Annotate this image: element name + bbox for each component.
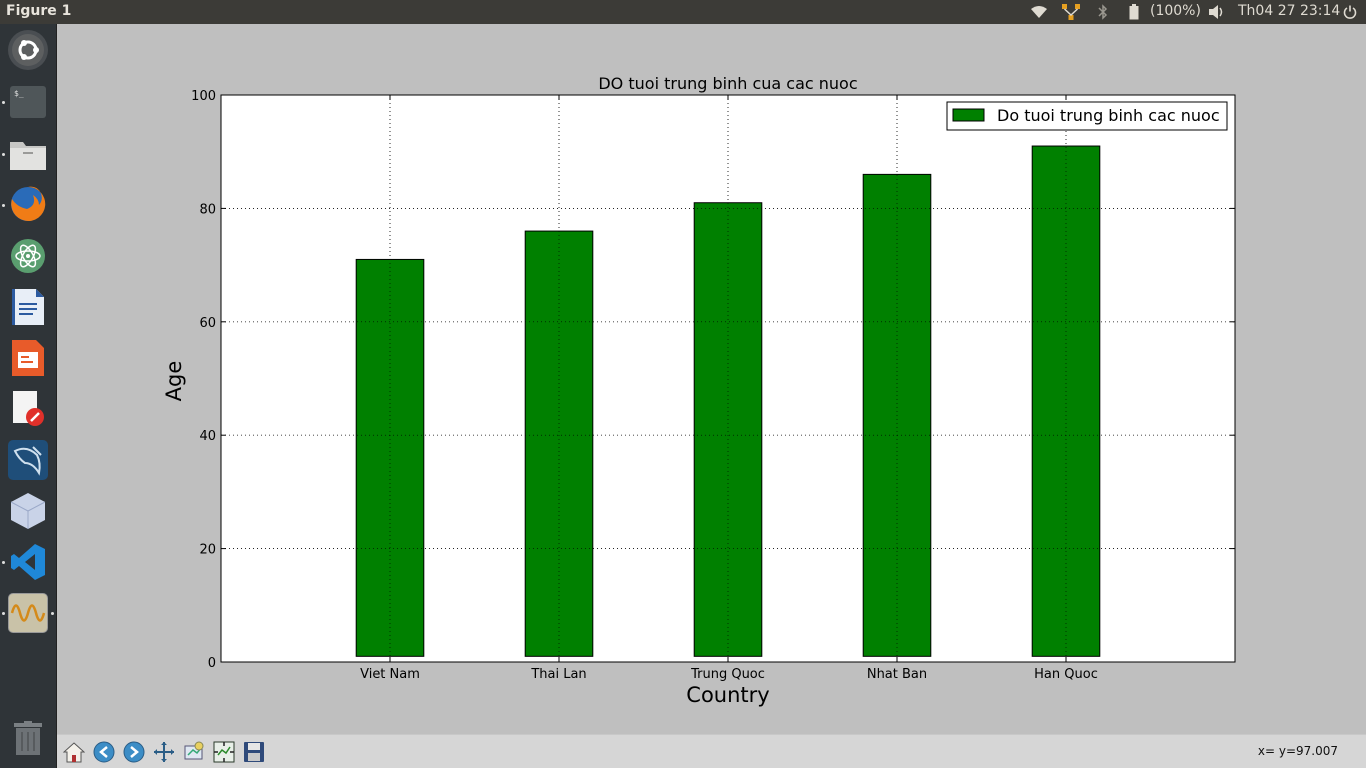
power-icon[interactable] xyxy=(1343,4,1357,20)
y-tick-label: 60 xyxy=(199,316,216,331)
trash-icon[interactable] xyxy=(8,718,48,758)
x-tick-label: Trung Quoc xyxy=(690,667,765,682)
bar-trung-quoc xyxy=(693,202,763,657)
x-tick-label: Nhat Ban xyxy=(867,667,927,682)
figure-toolbar: x= y=97.007 xyxy=(57,734,1366,768)
pan-icon[interactable] xyxy=(151,739,177,765)
mysql-workbench-icon[interactable] xyxy=(8,440,48,480)
clock[interactable]: Th04 27 23:14 xyxy=(1238,3,1341,19)
save-icon[interactable] xyxy=(241,739,267,765)
legend-box xyxy=(946,101,1228,131)
x-tick-label: Han Quoc xyxy=(1034,667,1098,682)
atom-icon[interactable] xyxy=(8,236,48,276)
matplotlib-figure-icon[interactable] xyxy=(8,593,48,633)
figure-canvas[interactable]: 0 20 40 60 80 100 Viet Nam Thai Lan Trung Quoc Nh… xyxy=(57,24,1366,734)
legend-swatch xyxy=(952,108,985,122)
firefox-icon[interactable] xyxy=(8,184,48,224)
ubuntu-dash-icon[interactable] xyxy=(8,30,48,70)
x-axis-label: Country xyxy=(686,683,769,707)
battery-icon[interactable] xyxy=(1129,4,1139,20)
volume-icon[interactable] xyxy=(1209,4,1225,20)
network-icon[interactable] xyxy=(1062,4,1080,20)
y-axis-label: Age xyxy=(162,361,186,402)
impress-icon[interactable] xyxy=(8,338,48,378)
x-tick-label: Viet Nam xyxy=(360,667,420,682)
back-icon[interactable] xyxy=(91,739,117,765)
bar-viet-nam xyxy=(355,258,425,657)
cursor-coordinates: x= y=97.007 xyxy=(1257,744,1338,758)
y-tick-label: 0 xyxy=(208,656,216,671)
files-icon[interactable] xyxy=(8,134,48,174)
legend-label: Do tuoi trung binh cac nuoc xyxy=(997,106,1220,125)
x-tick-label: Thai Lan xyxy=(530,667,586,682)
battery-percent: (100%) xyxy=(1150,3,1201,19)
wifi-icon[interactable] xyxy=(1031,4,1047,20)
ticks: 0 20 40 60 80 100 Viet Nam Thai Lan Trung Quoc Nh… xyxy=(191,89,1235,682)
subplots-icon[interactable] xyxy=(211,739,237,765)
legend: Do tuoi trung binh cac nuoc xyxy=(946,101,1228,131)
chart-title: DO tuoi trung binh cua cac nuoc xyxy=(598,74,857,93)
forward-icon[interactable] xyxy=(121,739,147,765)
y-tick-label: 40 xyxy=(199,429,216,444)
y-tick-label: 100 xyxy=(191,89,216,104)
svg-text:$_: $_ xyxy=(14,89,24,98)
editor-icon[interactable] xyxy=(8,389,48,429)
window-title: Figure 1 xyxy=(6,3,72,19)
launcher: $_ xyxy=(0,24,57,768)
vscode-icon[interactable] xyxy=(8,542,48,582)
top-panel: Figure 1 (100%) Th04 27 23:14 xyxy=(0,0,1366,24)
bluetooth-icon[interactable] xyxy=(1098,4,1108,20)
virtualbox-icon[interactable] xyxy=(8,491,48,531)
writer-icon[interactable] xyxy=(8,287,48,327)
bars xyxy=(221,95,1235,662)
terminal-icon[interactable]: $_ xyxy=(8,82,48,122)
home-icon[interactable] xyxy=(61,739,87,765)
y-tick-label: 80 xyxy=(199,202,216,217)
bar-chart: 0 20 40 60 80 100 Viet Nam Thai Lan Trung Quoc Nh… xyxy=(162,74,1236,707)
zoom-icon[interactable] xyxy=(181,739,207,765)
y-tick-label: 20 xyxy=(199,543,216,558)
